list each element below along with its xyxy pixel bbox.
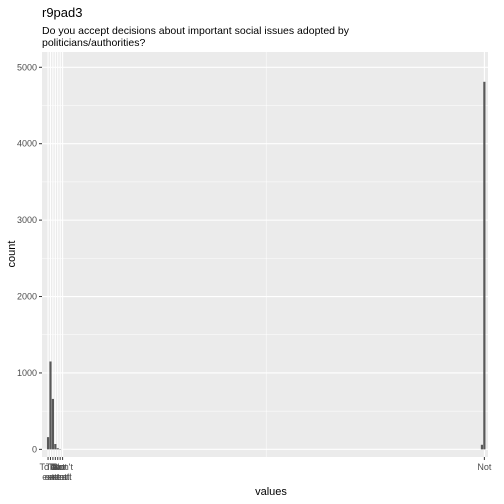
x-tick-label: To	[46, 462, 56, 472]
bar	[54, 444, 57, 450]
bars	[46, 81, 486, 450]
x-tick-label-line2: extent	[45, 472, 70, 482]
y-tick-label: 4000	[17, 139, 37, 149]
bar	[480, 444, 484, 450]
bar	[51, 398, 54, 450]
x-tick-label: Don't	[52, 462, 73, 472]
x-tick-label-line2: a	[50, 472, 55, 482]
bar	[483, 81, 486, 450]
chart-subtitle-line-1: Do you accept decisions about important …	[42, 25, 350, 37]
y-tick-label: 5000	[17, 62, 37, 72]
x-tick-label: Not	[53, 462, 68, 472]
x-axis-title: values	[255, 486, 287, 498]
y-tick-label: 2000	[17, 292, 37, 302]
y-axis-title: count	[6, 241, 18, 268]
x-tick-label-line2: extent	[42, 472, 67, 482]
x-tick-label-line2: extent	[47, 472, 72, 482]
bar	[46, 437, 50, 450]
x-tick-label: To	[48, 462, 58, 472]
chart-subtitle-line-2: politicians/authorities?	[42, 37, 145, 49]
y-tick-label: 3000	[17, 215, 37, 225]
x-tick-label: To	[51, 462, 61, 472]
x-tick-label: Not	[477, 462, 492, 472]
bar	[56, 448, 59, 450]
x-tick-label: Not	[51, 462, 66, 472]
y-tick-label: 0	[32, 444, 37, 454]
plot-panel	[42, 52, 488, 457]
chart-title: r9pad3	[42, 5, 82, 20]
y-axis: 0 1000 2000 3000 4000 5000	[17, 62, 42, 454]
bar	[49, 361, 52, 450]
y-tick-label: 1000	[17, 368, 37, 378]
x-tick-label-line2: at all	[52, 472, 71, 482]
x-tick-label: To a	[40, 462, 57, 472]
